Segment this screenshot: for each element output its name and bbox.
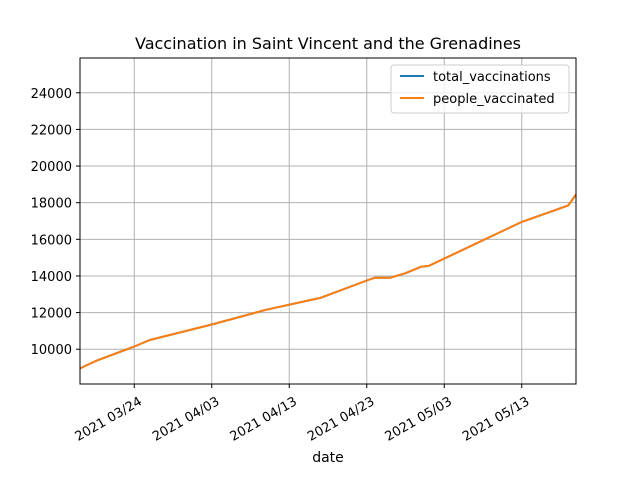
x-tick-label: 2021 05/13 xyxy=(460,394,532,444)
y-tick-label: 22000 xyxy=(31,123,72,138)
x-tick-label: 2021 03/24 xyxy=(73,394,145,444)
series-line-people-vaccinated xyxy=(79,193,577,370)
y-tick-label: 10000 xyxy=(31,343,72,358)
y-tick-label: 16000 xyxy=(31,233,72,248)
x-tick-label: 2021 04/13 xyxy=(228,394,300,444)
y-tick-label: 18000 xyxy=(31,197,72,212)
x-tick-label: 2021 05/03 xyxy=(383,394,455,444)
legend-box xyxy=(390,64,570,114)
legend-label-people-vaccinated: people_vaccinated xyxy=(433,92,555,107)
plot-frame xyxy=(79,57,577,385)
legend-label-total-vaccinations: total_vaccinations xyxy=(433,70,551,85)
x-axis-label: date xyxy=(312,450,344,466)
y-tick-label: 24000 xyxy=(31,87,72,102)
series-layer xyxy=(79,193,577,370)
chart-title: Vaccination in Saint Vincent and the Gre… xyxy=(135,34,521,53)
legend: total_vaccinations people_vaccinated xyxy=(390,64,570,114)
series-line-total-vaccinations xyxy=(79,193,577,370)
x-tick-label: 2021 04/23 xyxy=(305,394,377,444)
y-tick-label: 20000 xyxy=(31,160,72,175)
y-tick-label: 12000 xyxy=(31,307,72,322)
x-tick-label: 2021 04/03 xyxy=(150,394,222,444)
tick-layer: 2021 03/24 2021 04/03 2021 04/13 2021 04/23… xyxy=(31,87,533,445)
y-tick-label: 14000 xyxy=(31,270,72,285)
